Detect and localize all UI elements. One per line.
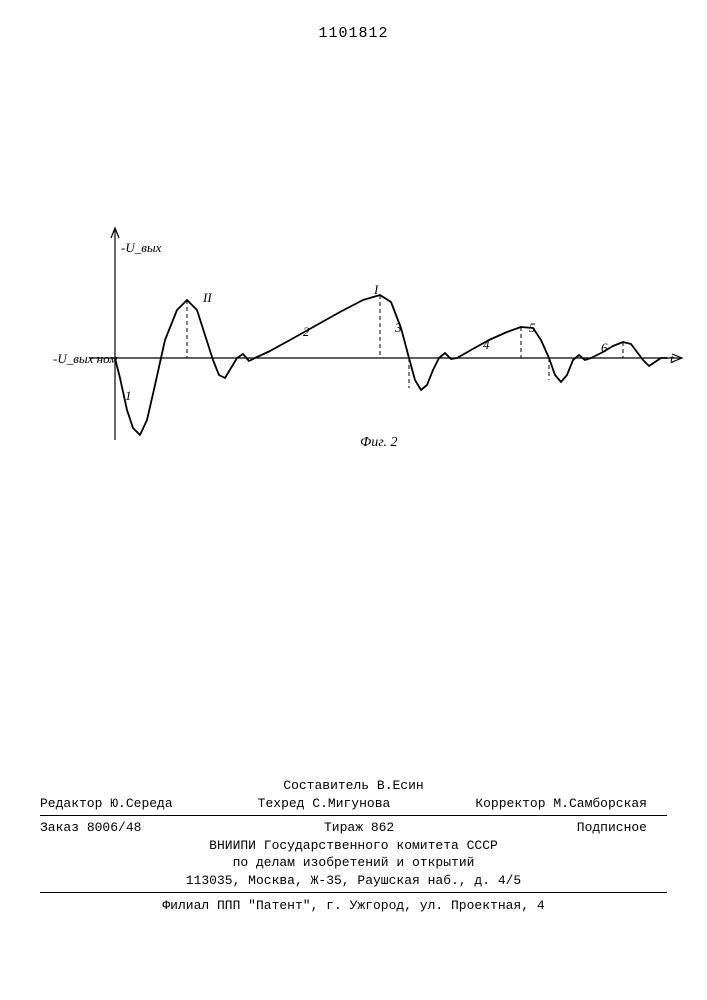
subscription: Подписное xyxy=(577,820,647,835)
address-line: 113035, Москва, Ж-35, Раушская наб., д. … xyxy=(40,872,667,890)
compiler-line: Составитель В.Есин xyxy=(40,777,667,795)
divider-2 xyxy=(40,892,667,893)
techred-name: С.Мигунова xyxy=(312,796,390,811)
curve-label-I: I xyxy=(374,282,378,298)
page-number: 1101812 xyxy=(0,25,707,42)
compiler-name: В.Есин xyxy=(377,778,424,793)
printrun-label: Тираж xyxy=(324,820,363,835)
point-label-3: 3 xyxy=(395,320,402,336)
order-number: 8006/48 xyxy=(87,820,142,835)
point-label-4: 4 xyxy=(483,337,490,353)
printrun-number: 862 xyxy=(371,820,394,835)
order-row: Заказ 8006/48 Тираж 862 Подписное xyxy=(40,819,667,837)
x-axis-label: t xyxy=(670,351,674,367)
staff-row: Редактор Ю.Середа Техред С.Мигунова Корр… xyxy=(40,795,667,813)
point-label-1: 1 xyxy=(125,388,132,404)
compiler-label: Составитель xyxy=(283,778,369,793)
point-label-2: 2 xyxy=(303,324,310,340)
techred-cell: Техред С.Мигунова xyxy=(258,795,391,813)
credits-block: Составитель В.Есин Редактор Ю.Середа Тех… xyxy=(40,777,667,915)
filial-line: Филиал ППП "Патент", г. Ужгород, ул. Про… xyxy=(40,897,667,915)
printrun-cell: Тираж 862 xyxy=(324,819,394,837)
editor-label: Редактор xyxy=(40,796,102,811)
order-label: Заказ xyxy=(40,820,79,835)
editor-cell: Редактор Ю.Середа xyxy=(40,795,173,813)
subscription-cell: Подписное xyxy=(577,819,647,837)
order-cell: Заказ 8006/48 xyxy=(40,819,141,837)
org-line-2: по делам изобретений и открытий xyxy=(40,854,667,872)
corrector-label: Корректор xyxy=(475,796,545,811)
figure-2-chart: -U_вых -U_вых ном t Фиг. 2 I II 1 2 3 4 … xyxy=(55,210,655,470)
editor-name: Ю.Середа xyxy=(110,796,172,811)
y-axis-label: -U_вых xyxy=(121,240,161,256)
corrector-name: М.Самборская xyxy=(553,796,647,811)
point-label-5: 5 xyxy=(529,320,536,336)
page: 1101812 -U_вых -U_вых ном t Фиг. 2 I II … xyxy=(0,0,707,1000)
curve-label-II: II xyxy=(203,290,212,306)
org-line-1: ВНИИПИ Государственного комитета СССР xyxy=(40,837,667,855)
techred-label: Техред xyxy=(258,796,305,811)
point-label-6: 6 xyxy=(601,340,608,356)
y-ref-label: -U_вых ном xyxy=(53,351,117,367)
figure-caption: Фиг. 2 xyxy=(360,435,398,451)
divider-1 xyxy=(40,815,667,816)
corrector-cell: Корректор М.Самборская xyxy=(475,795,647,813)
